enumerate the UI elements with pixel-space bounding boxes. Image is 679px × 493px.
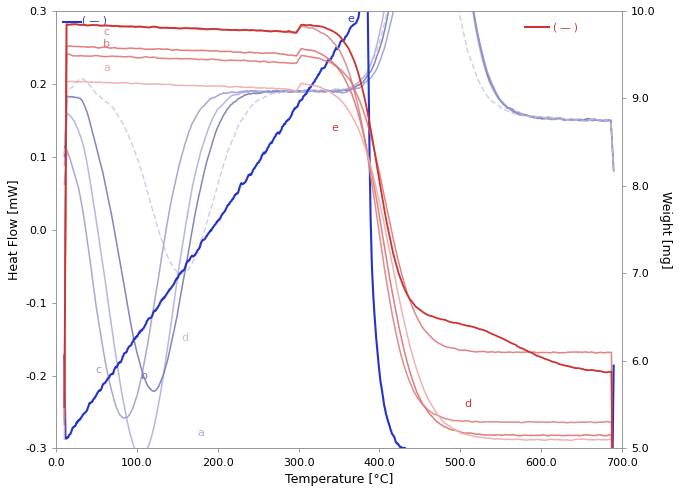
Text: d: d [181, 333, 189, 343]
Text: c: c [103, 27, 109, 37]
X-axis label: Temperature [°C]: Temperature [°C] [285, 473, 393, 486]
Text: e: e [347, 14, 354, 24]
Text: a: a [198, 428, 204, 438]
Text: e: e [331, 123, 338, 133]
Y-axis label: Heat Flow [mW]: Heat Flow [mW] [7, 179, 20, 280]
Text: b: b [141, 371, 148, 381]
Text: ( — ): ( — ) [82, 15, 107, 25]
Y-axis label: Weight [mg]: Weight [mg] [659, 191, 672, 269]
Text: c: c [95, 365, 101, 375]
Text: d: d [464, 399, 471, 409]
Text: ( — ): ( — ) [553, 22, 578, 32]
Text: a: a [103, 63, 110, 73]
Text: b: b [103, 39, 110, 49]
